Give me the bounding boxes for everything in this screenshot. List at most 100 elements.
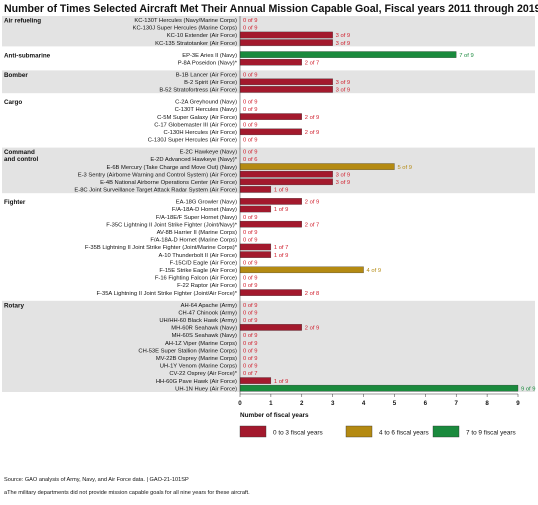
data-label: 4 of 9 <box>367 268 382 274</box>
category-label: B-52 Stratofortress (Air Force) <box>159 88 237 94</box>
data-label: 2 of 9 <box>305 130 320 136</box>
data-label: 0 of 9 <box>243 26 258 32</box>
category-label: F-35B Lightning II Joint Strike Fighter … <box>85 245 238 251</box>
data-label: 2 of 8 <box>305 291 320 297</box>
x-tick-label: 4 <box>362 400 366 407</box>
legend-label: 0 to 3 fiscal years <box>273 430 323 437</box>
data-label: 0 of 9 <box>243 238 258 244</box>
data-label: 7 of 9 <box>459 53 474 59</box>
data-label: 1 of 7 <box>274 245 289 251</box>
category-label: F/A-18A-D Hornet (Marine Corps) <box>150 238 237 244</box>
category-label: MH-60S Seahawk (Navy) <box>172 333 237 339</box>
data-label: 0 of 9 <box>243 356 258 362</box>
category-label: B-1B Lancer (Air Force) <box>176 72 237 78</box>
category-label: E-8C Joint Surveillance Target Attack Ra… <box>74 188 237 194</box>
bar <box>239 163 395 170</box>
footnote: aThe military departments did not provid… <box>4 490 250 496</box>
data-label: 1 of 9 <box>274 253 289 259</box>
data-label: 2 of 9 <box>305 326 320 332</box>
data-label: 3 of 9 <box>336 80 351 86</box>
data-label: 0 of 9 <box>243 260 258 266</box>
data-label: 0 of 9 <box>243 283 258 289</box>
category-label: E-3 Sentry (Airborne Warning and Control… <box>78 172 237 178</box>
bar <box>239 251 272 258</box>
category-label: F/A-18E/F Super Hornet (Navy) <box>156 215 237 221</box>
category-label: F-22 Raptor (Air Force) <box>177 283 237 289</box>
source-note: Source: GAO analysis of Army, Navy, and … <box>4 477 189 483</box>
bar <box>239 220 302 228</box>
group-label: Anti-submarine <box>4 52 51 59</box>
x-axis-title: Number of fiscal years <box>240 412 309 419</box>
data-label: 3 of 9 <box>336 172 351 178</box>
group-label-line2: and control <box>4 156 39 163</box>
legend-swatch <box>432 425 460 438</box>
category-label: MV-22B Osprey (Marine Corps) <box>156 356 237 362</box>
category-label: EP-3E Aries II (Navy) <box>182 53 237 59</box>
x-tick-label: 1 <box>269 400 273 407</box>
bar <box>239 266 364 274</box>
data-label: 0 of 9 <box>243 333 258 339</box>
group-label: Rotary <box>4 302 24 309</box>
data-label: 0 of 9 <box>243 310 258 316</box>
category-label: KC-130T Hercules (Navy/Marine Corps) <box>134 18 237 24</box>
bar <box>239 58 302 66</box>
category-label: F-15E Strike Eagle (Air Force) <box>159 268 237 274</box>
data-label: 0 of 7 <box>243 371 258 377</box>
data-label: 0 of 9 <box>243 348 258 354</box>
group-band <box>2 300 535 392</box>
bar <box>239 78 333 86</box>
bar <box>239 128 302 136</box>
bar <box>239 86 333 93</box>
category-label: C-17 Globemaster III (Air Force) <box>154 122 237 128</box>
group-band <box>2 147 535 194</box>
bar <box>239 186 272 193</box>
legend-label: 4 to 6 fiscal years <box>379 430 429 437</box>
bar <box>239 243 272 251</box>
group-label: Command <box>4 149 35 156</box>
category-label: AH-64 Apache (Army) <box>181 303 237 309</box>
category-label: E-4B National Airborne Operations Center… <box>100 180 237 186</box>
category-label: UH-1N Huey (Air Force) <box>175 386 237 392</box>
data-label: 0 of 9 <box>243 276 258 282</box>
category-label: C-5M Super Galaxy (Air Force) <box>157 115 237 121</box>
category-label: E-2D Advanced Hawkeye (Navy)* <box>150 157 237 163</box>
bar <box>239 377 272 384</box>
bar <box>239 113 302 120</box>
category-label: UH-1Y Venom (Marine Corps) <box>160 364 237 370</box>
category-label: F-15C/D Eagle (Air Force) <box>170 260 237 266</box>
data-label: 0 of 9 <box>243 303 258 309</box>
chart-title: Number of Times Selected Aircraft Met Th… <box>4 3 538 15</box>
group-label: Fighter <box>4 199 26 206</box>
bar <box>239 324 302 331</box>
category-label: C-2A Greyhound (Navy) <box>175 100 237 106</box>
data-label: 3 of 9 <box>336 41 351 47</box>
data-label: 0 of 9 <box>243 150 258 156</box>
group-label: Air refueling <box>4 18 41 25</box>
data-label: 3 of 9 <box>336 33 351 39</box>
data-label: 0 of 9 <box>243 122 258 128</box>
category-label: E-2C Hawkeye (Navy) <box>180 150 237 156</box>
category-label: AH-1Z Viper (Marine Corps) <box>165 341 237 347</box>
category-label: UH/HH-60 Black Hawk (Army) <box>159 318 237 324</box>
category-label: F/A-18A-D Hornet (Navy) <box>172 207 237 213</box>
data-label: 2 of 9 <box>305 200 320 206</box>
category-label: EA-18G Growler (Navy) <box>176 200 237 206</box>
data-label: 2 of 7 <box>305 60 320 66</box>
category-label: F-35C Lightning II Joint Strike Fighter … <box>106 222 238 228</box>
data-label: 0 of 6 <box>243 157 258 163</box>
category-label: AV-8B Harrier II (Marine Corps) <box>157 230 237 236</box>
bar <box>239 198 302 205</box>
category-label: F-35A Lightning II Joint Strike Fighter … <box>97 291 238 297</box>
bar <box>239 39 333 46</box>
data-label: 0 of 9 <box>243 230 258 236</box>
data-label: 2 of 9 <box>305 115 320 121</box>
category-label: B-2 Spirit (Air Force) <box>184 80 237 86</box>
category-label: MH-60R Seahawk (Navy) <box>171 326 237 332</box>
data-label: 2 of 7 <box>305 222 320 228</box>
data-label: 0 of 9 <box>243 72 258 78</box>
category-label: C-130T Hercules (Navy) <box>175 107 237 113</box>
legend-swatch <box>239 425 267 438</box>
legend-swatch <box>345 425 373 438</box>
data-label: 1 of 9 <box>274 188 289 194</box>
